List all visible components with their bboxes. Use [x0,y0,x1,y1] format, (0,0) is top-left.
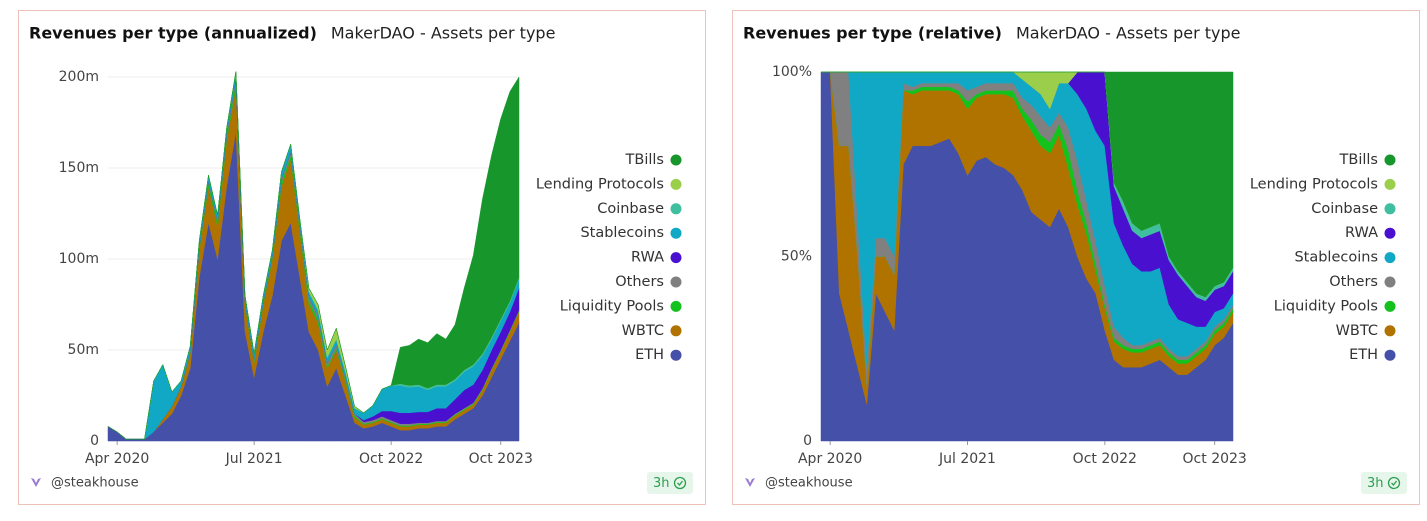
legend-label: ETH [1349,347,1378,363]
legend-label: WBTC [1336,323,1378,339]
legend-swatch [670,276,682,288]
legend-swatch [670,300,682,312]
legend-label: ETH [635,347,664,363]
legend-swatch [1384,276,1396,288]
legend-swatch [1384,227,1396,239]
y-tick-label: 150m [59,160,99,176]
refresh-check [677,480,684,486]
y-tick-label: 50m [68,342,99,358]
panel: Revenues per type (annualized) MakerDAO -… [18,10,706,505]
legend-label: Liquidity Pools [560,298,664,314]
chart: Revenues per type (relative) MakerDAO - A… [743,24,1407,494]
x-tick-label: Apr 2020 [798,451,862,467]
legend-label: RWA [1345,225,1378,241]
legend-label: WBTC [622,323,664,339]
chart-title: Revenues per type (annualized) [29,24,317,43]
refresh-check [1391,480,1398,486]
legend-label: Lending Protocols [536,176,664,192]
legend-label: Coinbase [1311,201,1378,217]
legend-swatch [670,154,682,166]
legend-label: Liquidity Pools [1274,298,1378,314]
legend-swatch [1384,325,1396,337]
area [821,71,1234,298]
legend-swatch [1384,203,1396,215]
legend-swatch [670,227,682,239]
legend-swatch [670,349,682,361]
x-tick-label: Apr 2020 [85,451,149,467]
y-tick-label: 0 [90,433,99,449]
author: @steakhouse [51,476,139,491]
y-tick-label: 50% [781,249,812,265]
x-tick-label: Oct 2022 [1073,451,1137,467]
legend-swatch [670,325,682,337]
y-tick-label: 0 [803,433,812,449]
legend-swatch [670,203,682,215]
panel: Revenues per type (relative) MakerDAO - A… [732,10,1420,505]
y-tick-label: 100% [772,64,812,80]
chart-title: Revenues per type (relative) [743,24,1002,43]
legend-swatch [670,178,682,190]
chart-subtitle: MakerDAO - Assets per type [331,24,556,43]
refresh-label: 3h [1367,476,1384,491]
legend-label: Lending Protocols [1250,176,1378,192]
legend-label: Others [1329,274,1378,290]
legend-label: Stablecoins [1294,250,1378,266]
x-tick-label: Oct 2023 [1183,451,1247,467]
author: @steakhouse [765,476,853,491]
legend-swatch [1384,252,1396,264]
x-tick-label: Jul 2021 [225,451,283,467]
legend-label: Stablecoins [580,225,664,241]
legend-swatch [1384,178,1396,190]
legend-label: RWA [631,250,664,266]
legend-label: Others [615,274,664,290]
refresh-icon [673,476,687,490]
area [107,71,520,440]
chart-subtitle: MakerDAO - Assets per type [1016,24,1241,43]
legend-label: TBills [1339,152,1378,168]
refresh-label: 3h [653,476,670,491]
logo [745,478,755,487]
logo [31,478,41,487]
legend-swatch [1384,154,1396,166]
x-tick-label: Oct 2023 [469,451,533,467]
x-tick-label: Jul 2021 [938,451,996,467]
legend-swatch [670,252,682,264]
chart: Revenues per type (annualized) MakerDAO -… [29,24,693,494]
legend-label: Coinbase [597,201,664,217]
x-tick-label: Oct 2022 [359,451,423,467]
y-tick-label: 200m [59,69,99,85]
refresh-icon [1387,476,1401,490]
y-tick-label: 100m [59,251,99,267]
legend-label: TBills [625,152,664,168]
legend-swatch [1384,300,1396,312]
legend-swatch [1384,349,1396,361]
